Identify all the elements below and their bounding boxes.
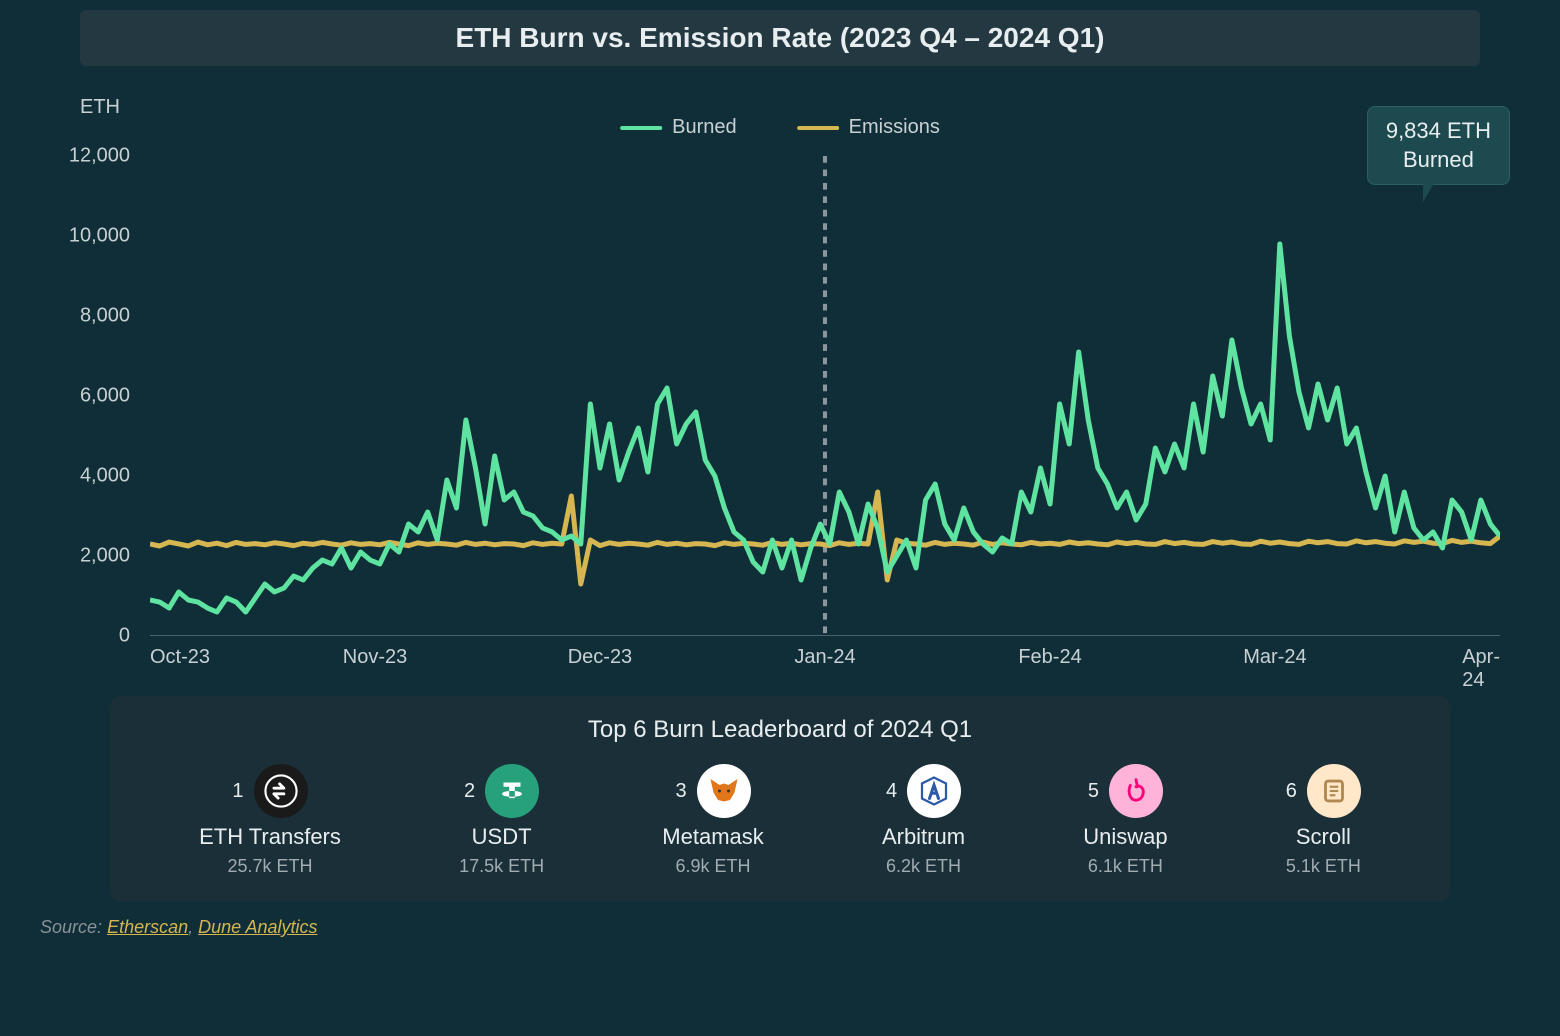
leaderboard-item: 6 Scroll 5.1k ETH [1286,764,1361,877]
callout-line1: 9,834 ETH [1386,117,1491,146]
leaderboard-item: 3 Metamask 6.9k ETH [662,764,763,877]
leaderboard-rank: 3 [675,780,686,803]
y-tick-label: 10,000 [69,224,130,247]
y-tick-label: 0 [119,625,130,648]
leaderboard-name: Arbitrum [882,824,965,850]
source-link-etherscan[interactable]: Etherscan [107,917,188,937]
leaderboard-rank: 6 [1286,780,1297,803]
plot-area [150,156,1500,636]
x-tick-label: Mar-24 [1243,646,1306,669]
legend-emissions: Emissions [797,116,940,139]
legend-label-emissions: Emissions [849,116,940,139]
legend-label-burned: Burned [672,116,737,139]
chart-title: ETH Burn vs. Emission Rate (2023 Q4 – 20… [100,22,1460,54]
leaderboard-icon [1307,764,1361,818]
chart-container: ETH Burned Emissions 9,834 ETH Burned 0 2… [50,86,1510,676]
leaderboard-icon [1109,764,1163,818]
source-separator: , [188,917,198,937]
chart-legend: Burned Emissions [620,116,940,139]
leaderboard-icon [697,764,751,818]
x-tick-label: Nov-23 [343,646,407,669]
y-tick-label: 4,000 [80,464,130,487]
leaderboard-item: 5 Uniswap 6.1k ETH [1083,764,1167,877]
y-axis-labels: 02,0004,0006,0008,00010,00012,000 [50,156,140,636]
y-tick-label: 2,000 [80,545,130,568]
x-tick-label: Apr-24 [1462,646,1500,692]
x-tick-label: Jan-24 [794,646,855,669]
leaderboard-name: Metamask [662,824,763,850]
x-axis-labels: Oct-23Nov-23Dec-23Jan-24Feb-24Mar-24Apr-… [150,646,1500,676]
leaderboard-value: 6.1k ETH [1088,856,1163,877]
leaderboard-name: Uniswap [1083,824,1167,850]
x-tick-label: Dec-23 [568,646,632,669]
leaderboard-icon [907,764,961,818]
x-tick-label: Oct-23 [150,646,210,669]
leaderboard-value: 6.9k ETH [676,856,751,877]
x-tick-label: Feb-24 [1018,646,1081,669]
leaderboard-icon [485,764,539,818]
leaderboard-value: 5.1k ETH [1286,856,1361,877]
y-axis-title: ETH [80,96,120,119]
source-line: Source: Etherscan, Dune Analytics [40,917,1530,938]
leaderboard-rank: 5 [1088,780,1099,803]
legend-swatch-emissions [797,126,839,130]
leaderboard-item: 1 ETH Transfers 25.7k ETH [199,764,341,877]
leaderboard-icon [254,764,308,818]
leaderboard-value: 17.5k ETH [459,856,544,877]
source-link-dune[interactable]: Dune Analytics [198,917,317,937]
y-tick-label: 6,000 [80,385,130,408]
chart-title-bar: ETH Burn vs. Emission Rate (2023 Q4 – 20… [80,10,1480,66]
leaderboard-item: 2 USDT 17.5k ETH [459,764,544,877]
y-tick-label: 12,000 [69,145,130,168]
source-prefix: Source: [40,917,102,937]
leaderboard-rank: 1 [232,780,243,803]
leaderboard-rank: 2 [464,780,475,803]
leaderboard-items: 1 ETH Transfers 25.7k ETH 2 USDT 17.5k E… [140,764,1420,877]
leaderboard-rank: 4 [886,780,897,803]
leaderboard-value: 25.7k ETH [227,856,312,877]
leaderboard-name: ETH Transfers [199,824,341,850]
leaderboard-name: Scroll [1296,824,1351,850]
legend-swatch-burned [620,126,662,130]
legend-burned: Burned [620,116,737,139]
y-tick-label: 8,000 [80,304,130,327]
chart-svg [150,156,1500,636]
leaderboard-value: 6.2k ETH [886,856,961,877]
leaderboard-name: USDT [472,824,532,850]
leaderboard-title: Top 6 Burn Leaderboard of 2024 Q1 [140,716,1420,744]
leaderboard-panel: Top 6 Burn Leaderboard of 2024 Q1 1 ETH … [110,696,1450,901]
leaderboard-item: 4 Arbitrum 6.2k ETH [882,764,965,877]
